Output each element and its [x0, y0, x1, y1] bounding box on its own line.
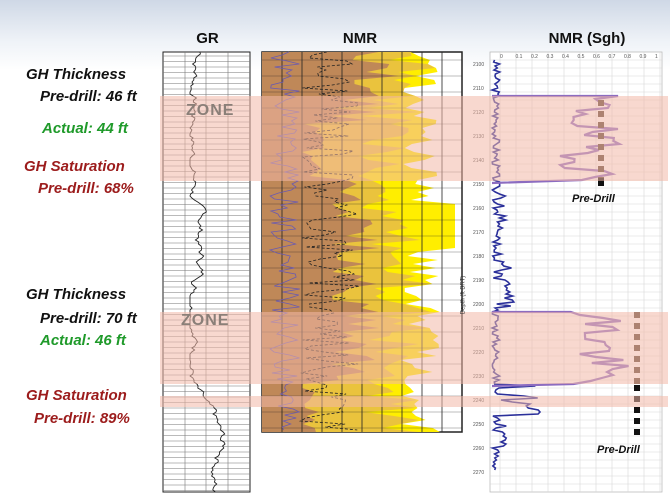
- svg-text:0.8: 0.8: [624, 54, 631, 60]
- svg-text:0.7: 0.7: [609, 54, 616, 60]
- svg-text:2160: 2160: [473, 206, 484, 212]
- svg-text:2190: 2190: [473, 278, 484, 284]
- nmr-sgh-header: NMR (Sgh): [548, 30, 626, 47]
- svg-text:0.1: 0.1: [516, 54, 523, 60]
- svg-text:0.4: 0.4: [562, 54, 569, 60]
- upper-thickness-title: GH Thickness: [26, 66, 127, 83]
- svg-text:0.9: 0.9: [640, 54, 647, 60]
- svg-text:0.5: 0.5: [578, 54, 585, 60]
- lower-thickness-predrill: Pre-drill: 70 ft: [40, 310, 137, 327]
- upper-predrill-marker-label: Pre-Drill: [572, 193, 615, 205]
- svg-text:2110: 2110: [473, 86, 484, 92]
- lower-zone-highlight-thin: [160, 396, 668, 407]
- svg-text:1: 1: [655, 54, 658, 60]
- lower-zone-label: ZONE: [181, 312, 230, 329]
- lower-saturation-title: GH Saturation: [26, 387, 127, 404]
- upper-saturation-title: GH Saturation: [24, 158, 125, 175]
- lower-zone-highlight: [160, 312, 668, 384]
- svg-text:2260: 2260: [473, 446, 484, 452]
- svg-text:2270: 2270: [473, 470, 484, 476]
- lower-thickness-title: GH Thickness: [26, 286, 127, 303]
- lower-thickness-actual: Actual: 46 ft: [40, 332, 126, 349]
- svg-text:2100: 2100: [473, 62, 484, 68]
- svg-text:0: 0: [500, 54, 503, 60]
- nmr-header: NMR: [342, 30, 378, 47]
- svg-text:0.2: 0.2: [531, 54, 538, 60]
- svg-text:2150: 2150: [473, 182, 484, 188]
- gr-header: GR: [196, 30, 219, 47]
- lower-saturation-predrill: Pre-drill: 89%: [34, 410, 130, 427]
- svg-text:2170: 2170: [473, 230, 484, 236]
- upper-zone-highlight: [160, 96, 668, 181]
- upper-saturation-predrill: Pre-drill: 68%: [38, 180, 134, 197]
- svg-text:2200: 2200: [473, 302, 484, 308]
- svg-text:0.6: 0.6: [593, 54, 600, 60]
- lower-predrill-marker-label: Pre-Drill: [597, 444, 640, 456]
- upper-zone-label: ZONE: [186, 102, 235, 119]
- svg-text:2180: 2180: [473, 254, 484, 260]
- svg-text:2250: 2250: [473, 422, 484, 428]
- svg-text:0.3: 0.3: [547, 54, 554, 60]
- upper-thickness-actual: Actual: 44 ft: [42, 120, 128, 137]
- upper-thickness-predrill: Pre-drill: 46 ft: [40, 88, 137, 105]
- depth-axis-label: Depth (ft BRT): [460, 275, 467, 315]
